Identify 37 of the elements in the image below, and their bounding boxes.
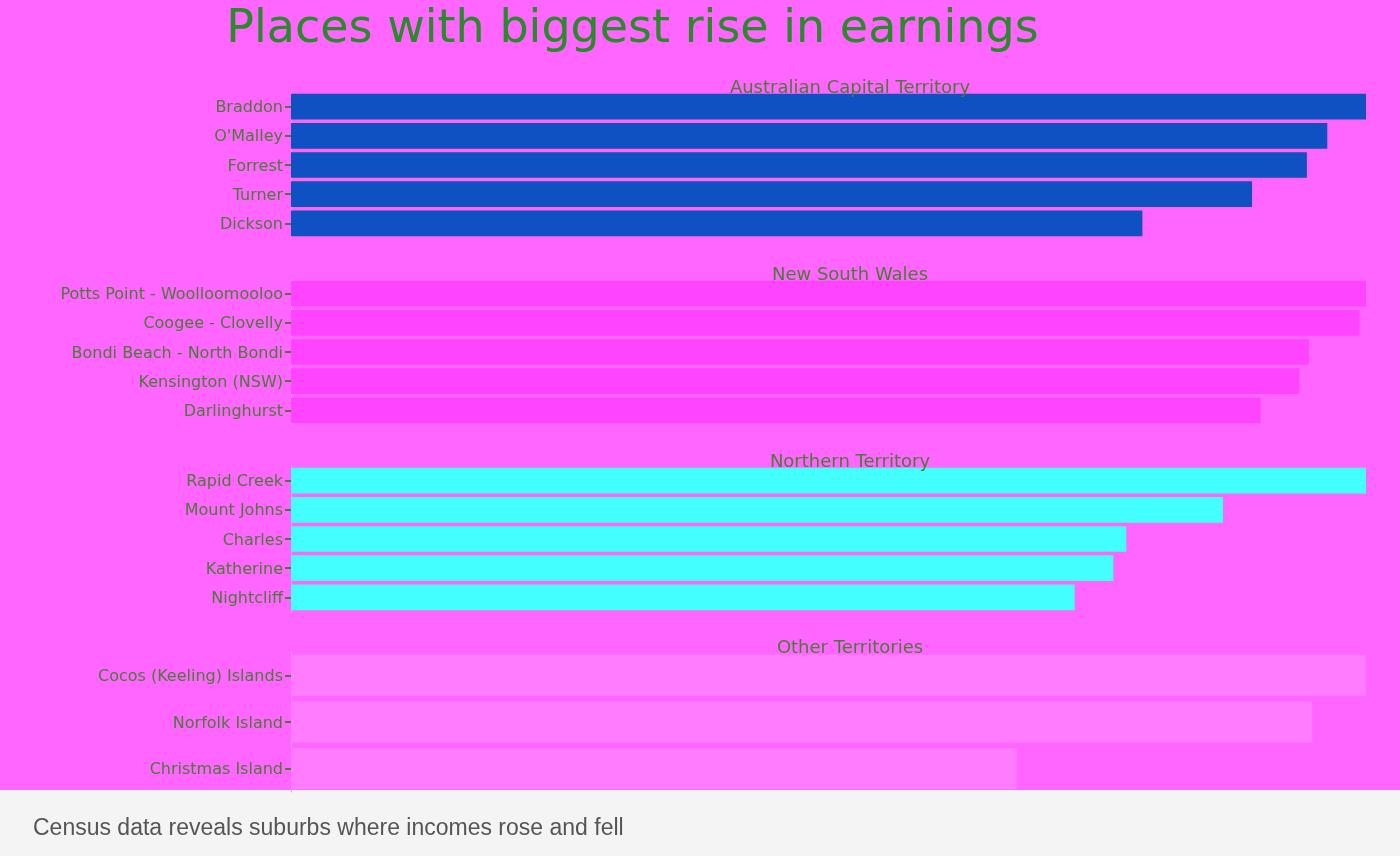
y-tick-label: Charles (222, 529, 283, 549)
y-tick-label: Coogee - Clovelly (143, 313, 283, 333)
y-tick-label: Bondi Beach - North Bondi (71, 342, 283, 362)
y-tick-label: Mount Johns (184, 500, 283, 520)
bar (291, 584, 1075, 611)
y-tick-label: Rapid Creek (186, 471, 284, 491)
bar (291, 496, 1224, 523)
y-tick-label: Turner (231, 184, 284, 204)
chart-subtitle: Other Territories (776, 635, 924, 657)
chart-subtitle: Northern Territory (769, 449, 931, 471)
chart-title: Places with biggest rise in earnings (225, 0, 1040, 53)
chart-subtitle: Australian Capital Territory (729, 75, 971, 97)
bar (291, 210, 1143, 237)
bar (291, 122, 1328, 149)
y-tick-label: Forrest (227, 155, 283, 175)
y-tick-label: Braddon (215, 97, 283, 117)
bar (291, 555, 1114, 582)
bar (291, 309, 1360, 336)
bar (291, 526, 1127, 552)
y-tick-label: Norfolk Island (172, 712, 283, 732)
y-tick-label: Potts Point - Woolloomooloo (60, 284, 283, 304)
y-tick-label: Christmas Island (149, 759, 283, 779)
bar (291, 181, 1253, 208)
bar (291, 339, 1310, 365)
y-tick-label: Nightcliff (211, 587, 284, 607)
y-tick-label: O'Malley (214, 126, 283, 146)
y-tick-label: Katherine (205, 558, 283, 578)
y-tick-label: Kensington (NSW) (138, 371, 283, 391)
bar (291, 152, 1307, 178)
bar (291, 397, 1261, 424)
bar (291, 280, 1366, 307)
y-tick-label: Cocos (Keeling) Islands (97, 665, 283, 685)
y-tick-label: Darlinghurst (183, 400, 283, 420)
y-tick-label: Dickson (219, 213, 283, 233)
text: Census data reveals suburbs where incomes rose and fell (33, 814, 624, 841)
bar (291, 368, 1300, 395)
chart-subtitle: New South Wales (771, 262, 929, 284)
